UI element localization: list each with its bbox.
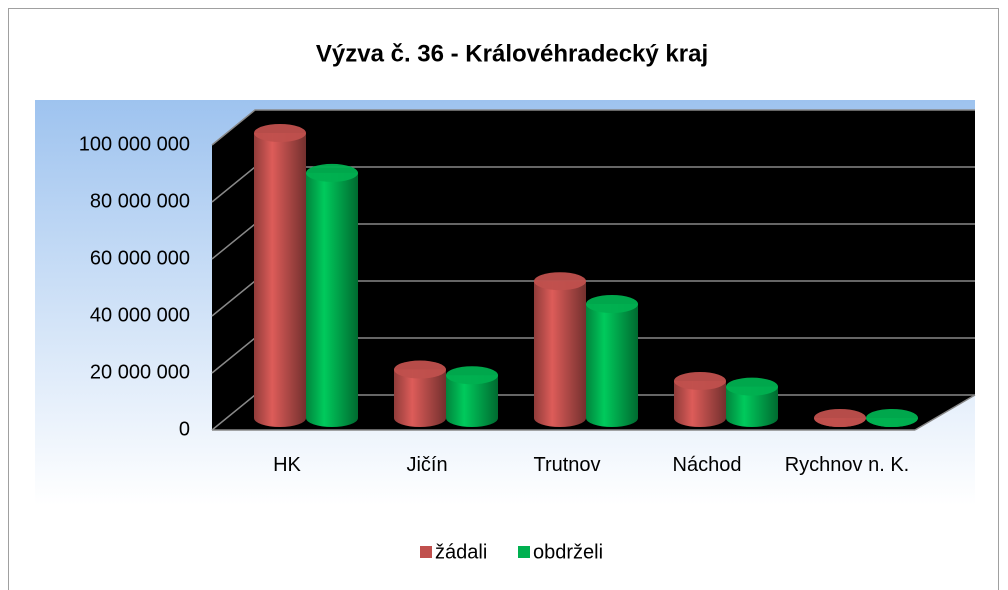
bar-top [814,409,866,427]
bar-top [866,409,918,427]
x-tick-label: HK [273,454,301,476]
bar-body [674,380,726,427]
bar [866,409,918,427]
legend-label: obdrželi [533,541,603,563]
bar [254,124,306,427]
bar-top [394,360,446,379]
y-tick-label: 100 000 000 [79,133,190,155]
x-tick-label: Náchod [672,454,742,476]
bar [394,360,446,427]
y-tick-label: 80 000 000 [90,190,190,212]
bar [446,366,498,427]
bar-top [306,163,358,182]
bar-body [446,375,498,427]
bar [814,409,866,427]
grid-line [211,109,975,146]
floor-edge [914,394,976,431]
bar [306,163,358,427]
plot-walls [212,110,975,430]
bar-top [534,272,586,291]
bar-top [586,295,638,313]
legend-label: žádali [435,541,487,563]
x-tick-label: Trutnov [533,454,601,476]
x-tick-label: Jičín [406,454,448,476]
bar-top [446,366,498,385]
bar [674,371,726,427]
x-tick-label: Rychnov n. K. [784,454,910,476]
bar-top [254,124,306,142]
chart-title: Výzva č. 36 - Královéhradecký kraj [316,40,708,67]
bar-body [586,304,638,427]
bar-top [726,377,778,396]
bar-body [726,386,778,427]
bar-body [254,133,306,427]
bar [726,377,778,427]
bar [586,295,638,427]
bar-body [306,172,358,427]
bar [534,272,586,427]
legend-swatch [420,546,432,558]
bar-body [394,369,446,427]
y-tick-label: 40 000 000 [90,304,190,326]
bar-body [534,281,586,427]
y-tick-label: 0 [179,418,190,440]
y-tick-label: 60 000 000 [90,247,190,269]
y-tick-label: 20 000 000 [90,361,190,383]
bar-top [674,371,726,390]
legend-swatch [518,546,530,558]
